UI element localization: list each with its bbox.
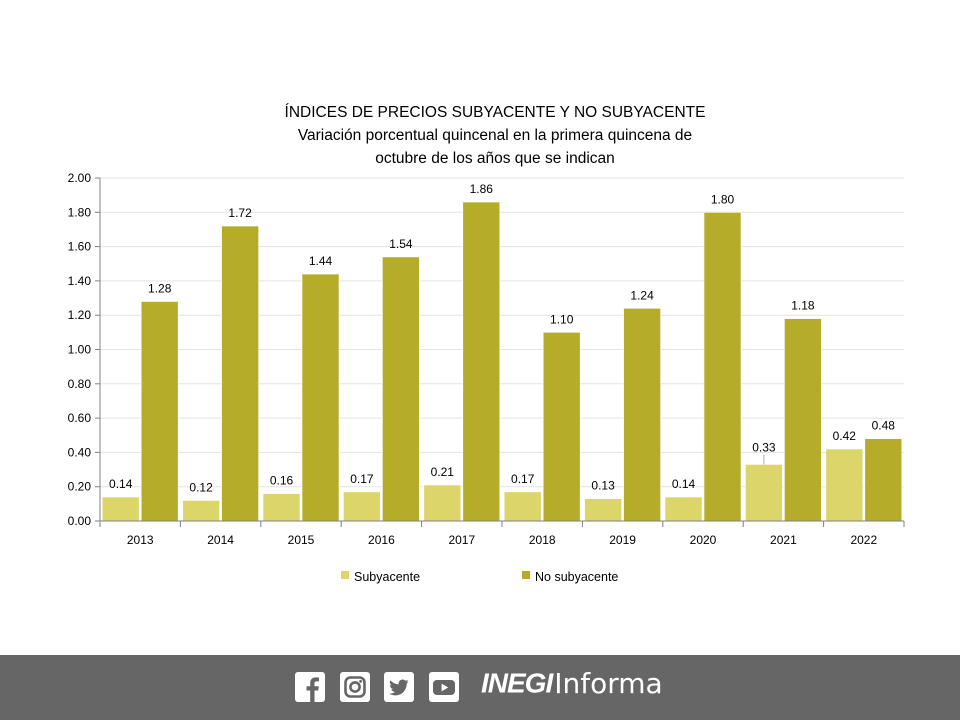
data-label: 1.28 [148, 281, 172, 295]
data-label: 0.14 [672, 477, 696, 491]
data-label: 1.24 [630, 288, 654, 302]
y-tick-label: 1.00 [68, 343, 92, 357]
y-tick-label: 1.20 [68, 308, 92, 322]
data-label: 0.48 [872, 419, 896, 433]
bar-subyacente-2017 [423, 484, 462, 522]
bar-subyacente-2014 [182, 500, 220, 522]
data-label: 1.86 [470, 182, 494, 196]
bar-no-subyacente-2022 [864, 438, 903, 522]
data-label: 0.12 [189, 480, 213, 494]
bar-no-subyacente-2015 [301, 273, 340, 522]
chart-title: ÍNDICES DE PRECIOS SUBYACENTE Y NO SUBYA… [284, 104, 706, 121]
bar-no-subyacente-2017 [462, 201, 501, 522]
x-tick-label: 2016 [368, 533, 395, 547]
bar-subyacente-2013 [101, 496, 140, 522]
legend-entry: Subyacente [354, 570, 420, 584]
legend-swatch [522, 571, 530, 579]
data-label: 1.54 [389, 237, 413, 251]
x-tick-label: 2022 [850, 533, 877, 547]
x-tick-label: 2020 [690, 533, 717, 547]
bar-subyacente-2020 [664, 496, 703, 522]
data-label: 0.16 [270, 474, 294, 488]
y-tick-label: 0.40 [68, 445, 92, 459]
bar-no-subyacente-2013 [140, 301, 179, 522]
data-label: 0.17 [350, 472, 374, 486]
data-label: 0.33 [752, 440, 776, 454]
x-tick-label: 2021 [770, 533, 797, 547]
y-tick-label: 0.20 [68, 480, 92, 494]
y-tick-label: 1.60 [68, 240, 92, 254]
data-label: 1.18 [791, 299, 815, 313]
chart-subtitle-line2: octubre de los años que se indican [375, 150, 615, 167]
brand-strong: INEGI [481, 667, 553, 699]
inegi-informa-logo: INEGIInforma [481, 667, 663, 707]
legend-entry: No subyacente [535, 570, 618, 584]
bar-subyacente-2018 [503, 491, 542, 522]
y-tick-label: 0.60 [68, 411, 92, 425]
bar-subyacente-2015 [262, 493, 301, 522]
bar-no-subyacente-2018 [542, 332, 581, 522]
data-label: 1.72 [228, 206, 252, 220]
chart-title-block: ÍNDICES DE PRECIOS SUBYACENTE Y NO SUBYA… [200, 101, 790, 170]
x-tick-label: 2013 [127, 533, 154, 547]
x-tick-label: 2015 [288, 533, 315, 547]
facebook-icon[interactable] [295, 672, 325, 702]
bar-subyacente-2016 [343, 491, 381, 522]
data-label: 0.21 [431, 465, 455, 479]
youtube-icon[interactable] [429, 672, 459, 702]
data-label: 1.80 [711, 192, 735, 206]
bar-subyacente-2022 [825, 448, 864, 522]
bar-chart: 0.00 0.20 0.40 0.60 0.80 1.00 1.20 1.40 1.60 1.80… [68, 171, 905, 584]
bar-no-subyacente-2020 [703, 212, 742, 522]
x-tick-label: 2019 [609, 533, 636, 547]
y-tick-label: 0.00 [68, 514, 92, 528]
data-label: 0.17 [511, 472, 535, 486]
y-tick-label: 1.40 [68, 274, 92, 288]
bar-no-subyacente-2019 [623, 308, 661, 522]
twitter-icon[interactable] [384, 672, 414, 702]
bar-no-subyacente-2016 [382, 256, 420, 522]
chart-subtitle-line1: Variación porcentual quincenal en la pri… [297, 127, 693, 144]
x-tick-label: 2014 [207, 533, 234, 547]
brand-light: Informa [554, 667, 663, 700]
bar-no-subyacente-2014 [221, 225, 259, 522]
data-label: 0.42 [833, 429, 857, 443]
data-label: 0.14 [109, 477, 133, 491]
data-label: 0.13 [591, 479, 615, 493]
data-label: 1.44 [309, 254, 333, 268]
bar-no-subyacente-2021 [784, 318, 822, 522]
legend-swatch [341, 571, 349, 579]
instagram-icon[interactable] [340, 672, 370, 702]
y-tick-label: 1.80 [68, 205, 92, 219]
data-label: 1.10 [550, 312, 574, 326]
bar-subyacente-2019 [584, 498, 622, 522]
y-tick-label: 0.80 [68, 377, 92, 391]
bar-subyacente-2021 [745, 464, 783, 522]
footer-bar: INEGIInforma [0, 655, 960, 720]
x-tick-label: 2018 [529, 533, 556, 547]
y-tick-label: 2.00 [68, 171, 92, 185]
x-tick-label: 2017 [448, 533, 475, 547]
